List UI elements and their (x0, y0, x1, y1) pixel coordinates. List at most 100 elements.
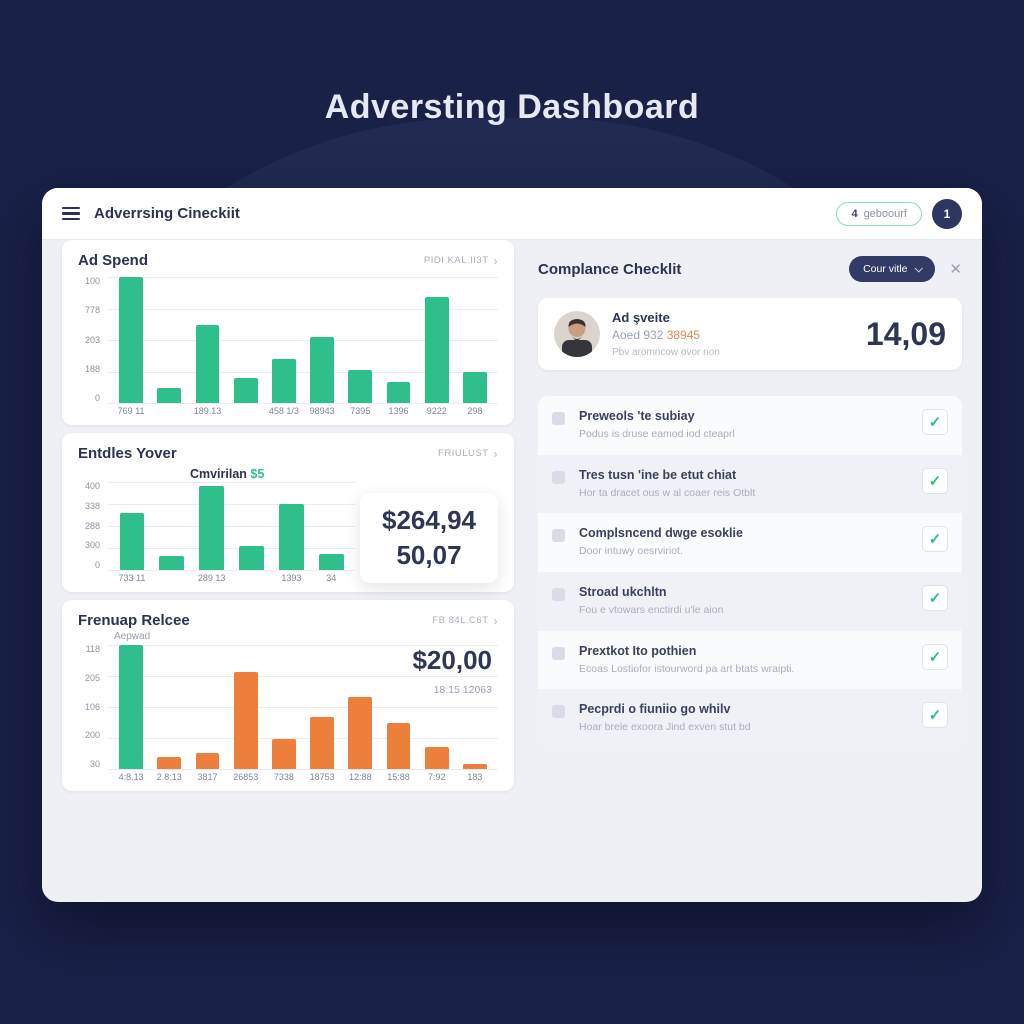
frenuap-sub-label: Aepwad (114, 631, 151, 642)
x-tick-label: 733 11 (118, 573, 146, 583)
item-text: Pecprdi o fiuniio go whilv Hoar brele exo… (579, 702, 922, 735)
close-icon[interactable]: ✕ (949, 261, 962, 278)
bar (233, 377, 258, 403)
item-drag-square[interactable] (552, 646, 565, 660)
navbar-actions: 4 geboourf 1 (836, 198, 962, 229)
y-axis: 400 338 288 300 0 (78, 482, 108, 586)
x-tick-label: 1396 (388, 406, 409, 416)
x-tick-label: 4:8.13 (118, 772, 144, 782)
ad-spend-bar-chart: 100 778 203 188 0 769 11 189.13 458 1/3 98943 739… (78, 277, 498, 419)
summary-meta-highlight: 38945 (666, 328, 701, 342)
frenuap-link[interactable]: FB 84L.C6T › (432, 615, 498, 627)
action-button-icon: 4 (851, 207, 858, 220)
summary-card: Ad şveite Aoed 932 38945 Pbv aromncow ov… (538, 298, 962, 370)
big-value-line2: 50,07 (396, 540, 462, 571)
x-tick-label: 34 (326, 573, 337, 583)
bar (195, 752, 220, 769)
y-tick-label: 118 (85, 644, 100, 654)
summary-value: 14,09 (865, 315, 946, 352)
y-axis: 100 778 203 188 0 (78, 277, 108, 419)
y-axis: 118 205 106 200 30 (78, 645, 108, 785)
frenuap-link-label: FB 84L.C6T (432, 615, 489, 626)
x-tick-label: 18753 (309, 772, 335, 782)
item-subtitle: Podus is druse eamod iod cteaprl (579, 428, 735, 440)
item-subtitle: Door intuwy oesrviriot. (579, 545, 683, 558)
hamburger-menu-icon[interactable] (62, 206, 80, 221)
big-value-line1: $264,94 (382, 505, 476, 535)
item-drag-square[interactable] (552, 705, 565, 719)
frenuap-big-value: $20,00 18:15 12063 (412, 645, 492, 696)
bar (463, 371, 487, 403)
item-subtitle: Ecoas Lostiofor istourword pa art btats … (579, 662, 795, 675)
x-tick-label: 3817 (197, 772, 218, 782)
bar (348, 370, 373, 403)
item-subtitle: Hoar brele exoora Jind exven stut bd (579, 721, 751, 734)
y-tick-label: 778 (84, 305, 100, 316)
item-drag-square[interactable] (552, 412, 565, 425)
summary-meta: Aoed 932 (612, 328, 664, 342)
item-drag-square[interactable] (552, 529, 565, 543)
bar (310, 716, 334, 769)
x-tick-label: 1393 (281, 573, 302, 583)
checklist: Preweols 'te subiay Podus is druse eamod … (538, 396, 962, 749)
frenuap-relcee-card: Frenuap Relcee FB 84L.C6T › Aepwad $20,0… (62, 600, 514, 791)
bar (310, 337, 334, 403)
item-drag-square[interactable] (552, 470, 565, 484)
item-checkbox-checked[interactable]: ✓ (922, 409, 948, 435)
bar (463, 764, 487, 769)
action-button-label: geboourf (863, 207, 907, 220)
plot-area: 733 11 289 13 1393 34 (108, 482, 356, 586)
y-tick-label: 288 (84, 520, 100, 531)
chevron-right-icon: › (493, 446, 498, 461)
item-text: Prextkot Ito pothien Ecoas Lostiofor isto… (579, 644, 922, 677)
x-tick-label: 183 (467, 772, 483, 782)
x-tick-label: 2.8:13 (156, 772, 182, 782)
y-tick-label: 200 (84, 730, 100, 741)
item-checkbox-checked[interactable]: ✓ (922, 526, 948, 553)
item-checkbox-checked[interactable]: ✓ (922, 467, 948, 494)
entdles-link[interactable]: FRIULUST › (438, 448, 498, 460)
bar (199, 486, 224, 570)
item-subtitle: Fou e vtowars enctirdi u'le aion (579, 604, 724, 617)
chart-annotation: Cmvirilan $5 (78, 467, 376, 481)
x-tick-label: 7:92 (427, 772, 446, 782)
annotation-value: $5 (250, 467, 265, 481)
item-title: Preweols 'te subiay (579, 409, 695, 423)
bar (386, 381, 411, 403)
x-tick-label: 7395 (350, 406, 371, 416)
bar (119, 645, 143, 769)
x-tick-label: 7338 (273, 772, 294, 782)
ad-spend-title: Ad Spend (78, 252, 148, 269)
content-area: Ad Spend PIDI KAL.II3T › 100 778 203 188 0 76… (42, 240, 982, 902)
item-checkbox-checked[interactable]: ✓ (922, 585, 948, 612)
checklist-item: Stroad ukchltn Fou e vtowars enctirdi u'l… (538, 572, 962, 631)
bar (272, 739, 296, 769)
bar (119, 277, 143, 403)
ad-spend-link-label: PIDI KAL.II3T (423, 255, 489, 266)
item-title: Stroad ukchltn (579, 585, 667, 600)
y-tick-label: 338 (84, 500, 100, 511)
checklist-header: Complance Checklit Cour vitle ✕ (538, 256, 962, 282)
x-tick-label: 458 1/3 (268, 406, 299, 416)
checklist-item: Tres tusn 'ine be etut chiat Hor ta drace… (538, 454, 962, 514)
checklist-item: Prextkot Ito pothien Ecoas Lostiofor isto… (538, 630, 962, 690)
x-tick-label: 189.13 (193, 406, 222, 416)
dropdown-button[interactable]: Cour vitle (849, 256, 936, 282)
app-title: Adverrsing Cineckiit (94, 205, 240, 222)
chevron-down-icon (914, 264, 924, 273)
ad-spend-link[interactable]: PIDI KAL.II3T › (424, 255, 498, 267)
x-tick-label: 26853 (233, 772, 259, 782)
bar (159, 555, 185, 570)
y-tick-label: 0 (94, 560, 100, 570)
x-tick-label: 15:88 (387, 772, 410, 782)
item-drag-square[interactable] (552, 588, 565, 602)
navbar-action-button[interactable]: 4 geboourf (836, 201, 922, 226)
item-checkbox-checked[interactable]: ✓ (922, 702, 948, 729)
dashboard-window: Adverrsing Cineckiit 4 geboourf 1 Ad Spe… (42, 188, 982, 902)
user-avatar-button[interactable]: 1 (932, 198, 962, 229)
entdles-bar-chart: 400 338 288 300 0 733 11 289 13 1393 34 (78, 482, 356, 586)
dropdown-label: Cour vitle (863, 263, 908, 275)
item-checkbox-checked[interactable]: ✓ (922, 643, 948, 670)
bar (157, 756, 182, 769)
bar (239, 546, 264, 570)
